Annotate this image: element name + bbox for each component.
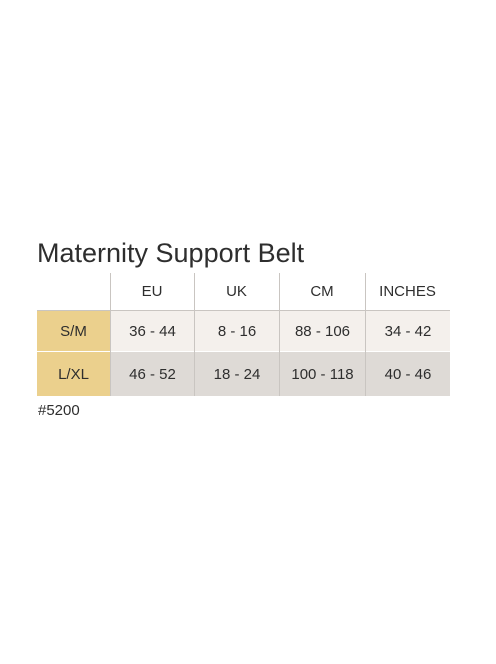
- column-divider: [110, 273, 111, 396]
- column-header: INCHES: [379, 283, 436, 300]
- size-label: L/XL: [37, 352, 110, 396]
- size-cell: 100 - 118: [280, 352, 365, 396]
- size-cell: 18 - 24: [195, 352, 279, 396]
- size-cell: 34 - 42: [366, 311, 450, 351]
- header-rule: [37, 310, 450, 311]
- column-divider: [365, 273, 366, 396]
- product-code: #5200: [38, 402, 80, 419]
- column-divider: [194, 273, 195, 396]
- size-cell: 46 - 52: [111, 352, 194, 396]
- size-label: S/M: [37, 311, 110, 351]
- column-header: UK: [226, 283, 247, 300]
- size-cell: 8 - 16: [195, 311, 279, 351]
- size-cell: 88 - 106: [280, 311, 365, 351]
- column-header: EU: [141, 283, 163, 300]
- column-divider: [279, 273, 280, 396]
- title: Maternity Support Belt: [37, 238, 305, 268]
- size-cell: 36 - 44: [111, 311, 194, 351]
- column-header: CM: [310, 283, 334, 300]
- size-cell: 40 - 46: [366, 352, 450, 396]
